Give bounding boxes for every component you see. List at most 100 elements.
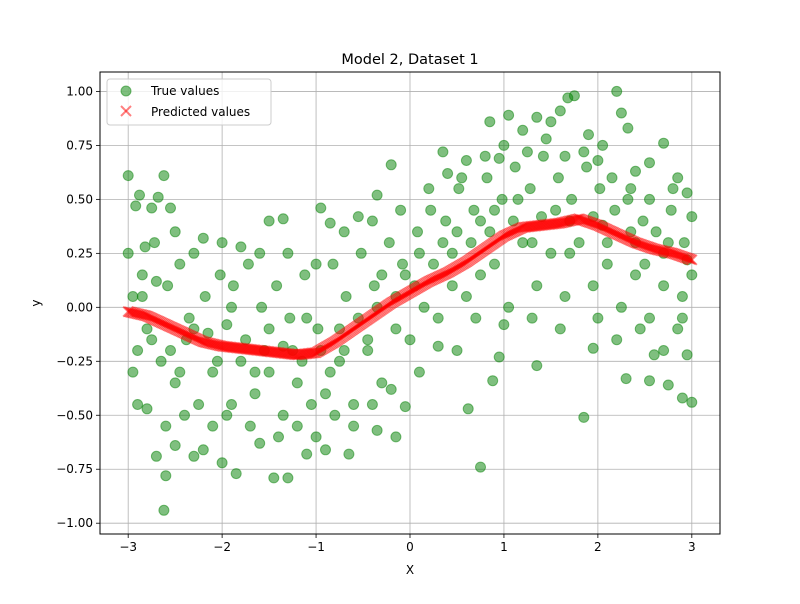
true-value-point xyxy=(615,301,627,313)
true-value-point xyxy=(371,189,383,201)
true-value-point xyxy=(366,215,378,227)
true-value-point xyxy=(578,146,590,158)
true-value-point xyxy=(197,232,209,244)
legend-label-predicted: Predicted values xyxy=(151,105,250,119)
true-value-point xyxy=(366,399,378,410)
true-value-point xyxy=(496,193,508,205)
true-value-point xyxy=(158,504,170,516)
true-value-point xyxy=(183,312,195,324)
true-value-point xyxy=(446,247,458,259)
true-value-point xyxy=(146,202,158,214)
true-value-point xyxy=(165,345,176,356)
true-value-point xyxy=(197,444,209,456)
true-value-point xyxy=(460,155,472,166)
true-value-point xyxy=(559,150,571,162)
true-value-point xyxy=(134,189,145,201)
true-value-point xyxy=(648,349,660,361)
x-tick-label: 3 xyxy=(688,540,696,554)
true-value-point xyxy=(592,155,604,166)
true-value-point xyxy=(479,150,491,162)
true-value-point xyxy=(160,420,172,432)
true-value-point xyxy=(226,399,237,410)
true-value-point xyxy=(545,247,557,259)
true-value-point xyxy=(141,403,153,415)
true-value-point xyxy=(127,291,139,302)
predicted-x-stroke xyxy=(686,254,698,266)
true-value-point xyxy=(235,355,247,367)
true-value-point xyxy=(150,450,162,462)
true-value-point xyxy=(226,301,237,313)
true-value-point xyxy=(672,323,684,335)
true-value-point xyxy=(254,247,266,259)
true-value-point xyxy=(277,409,289,421)
true-value-point xyxy=(672,172,684,184)
true-value-point xyxy=(634,323,646,335)
true-value-point xyxy=(423,183,435,195)
true-value-point xyxy=(583,129,594,141)
true-value-point xyxy=(301,448,313,460)
true-value-point xyxy=(399,401,411,413)
true-value-point xyxy=(597,139,609,151)
true-value-point xyxy=(227,280,239,292)
x-tick-label: 0 xyxy=(406,540,414,554)
true-value-point xyxy=(165,202,176,214)
true-value-point xyxy=(413,366,425,378)
true-value-point xyxy=(432,340,444,352)
true-value-point xyxy=(277,213,289,225)
true-value-point xyxy=(160,470,172,482)
true-value-point xyxy=(338,345,350,356)
true-value-point xyxy=(594,183,606,195)
true-value-point xyxy=(615,107,627,119)
true-value-point xyxy=(174,366,186,378)
true-value-point xyxy=(475,269,486,281)
true-value-point xyxy=(211,355,223,367)
true-value-point xyxy=(216,237,228,249)
y-tick-label: 0.25 xyxy=(66,246,93,260)
plot-data xyxy=(122,85,698,516)
true-value-point xyxy=(327,258,339,270)
true-value-point xyxy=(188,450,200,462)
true-value-point xyxy=(310,431,322,443)
true-value-point xyxy=(639,258,651,270)
true-value-point xyxy=(254,437,266,449)
true-value-point xyxy=(465,237,477,249)
true-value-point xyxy=(428,258,439,270)
true-value-point xyxy=(136,269,148,281)
true-value-point xyxy=(329,409,341,421)
true-value-point xyxy=(581,161,593,173)
true-value-point xyxy=(149,237,160,249)
true-value-point xyxy=(282,247,294,259)
true-value-point xyxy=(440,215,452,227)
true-value-point xyxy=(340,291,352,302)
true-value-point xyxy=(658,280,670,292)
true-value-point xyxy=(442,168,454,179)
predicted-value-point xyxy=(686,254,698,266)
true-value-point xyxy=(334,355,345,367)
true-value-point xyxy=(554,105,566,117)
true-value-point xyxy=(397,258,408,270)
true-value-point xyxy=(451,226,463,238)
x-axis-label: X xyxy=(406,563,414,577)
true-value-point xyxy=(531,280,543,292)
true-value-point xyxy=(609,204,621,216)
legend-box xyxy=(106,78,272,126)
true-value-point xyxy=(662,379,674,391)
true-value-point xyxy=(517,237,529,249)
true-value-point xyxy=(676,291,688,302)
true-value-point xyxy=(235,241,247,253)
true-value-point xyxy=(343,448,355,460)
true-value-point xyxy=(221,409,233,421)
true-value-point xyxy=(299,269,311,281)
y-tick-label: 0.50 xyxy=(66,192,93,206)
true-value-point xyxy=(368,280,380,292)
true-value-point xyxy=(315,202,327,214)
true-value-point xyxy=(146,334,158,346)
true-value-point xyxy=(498,319,510,331)
true-value-point xyxy=(676,392,688,404)
true-value-point xyxy=(155,355,167,367)
y-tick-label: 0.75 xyxy=(66,138,93,152)
true-value-point xyxy=(606,172,618,184)
true-value-point xyxy=(493,152,505,164)
true-value-point xyxy=(263,215,275,227)
true-value-point xyxy=(578,411,590,423)
